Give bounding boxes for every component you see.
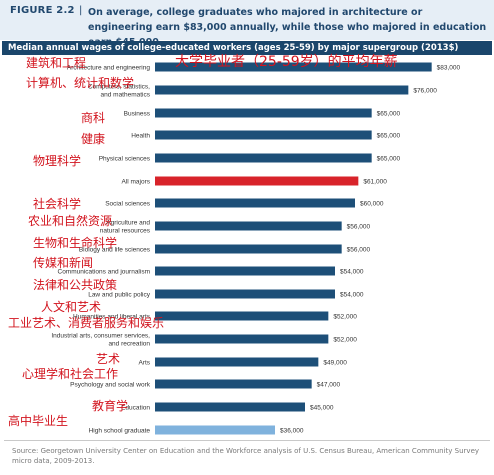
value-label-3: $65,000	[377, 133, 401, 140]
cn-label-10: 人文和艺术	[41, 300, 102, 314]
category-label-14: Psychology and social work	[70, 382, 151, 389]
value-label-4: $65,000	[377, 156, 401, 163]
category-label-0: Architecture and engineering	[67, 65, 150, 72]
bar-15	[155, 402, 305, 412]
value-label-13: $49,000	[323, 360, 347, 367]
category-label-6: Social sciences	[105, 201, 151, 208]
category-label-3: Health	[131, 133, 150, 140]
value-label-10: $54,000	[340, 292, 364, 299]
value-label-8: $56,000	[347, 247, 371, 254]
bar-9	[155, 266, 335, 276]
category-label-15: Education	[121, 405, 150, 412]
cn-label-6: 农业和自然资源	[28, 214, 113, 228]
category-label-12: Industrial arts, consumer services, and r…	[51, 333, 150, 348]
category-label-1: Computers, statistics, and mathematics	[88, 84, 151, 99]
category-label-8: Biology and life sciences	[79, 247, 151, 254]
category-label-5: All majors	[121, 179, 150, 186]
category-label-2: Business	[124, 111, 151, 118]
bar-16	[155, 425, 275, 435]
bar-6	[155, 198, 355, 208]
bar-13	[155, 357, 319, 367]
cn-label-8: 传媒和新闻	[33, 256, 94, 270]
cn-label-3: 健康	[81, 132, 106, 146]
category-label-10: Law and public policy	[88, 292, 151, 299]
figure-label: FIGURE 2.2	[10, 5, 75, 16]
category-label-13: Arts	[138, 360, 150, 367]
value-label-9: $54,000	[340, 269, 364, 276]
value-label-6: $60,000	[360, 201, 384, 208]
cn-label-5: 社会科学	[33, 197, 82, 211]
bar-7	[155, 221, 342, 231]
value-label-16: $36,000	[280, 428, 304, 435]
cn-label-14: 教育学	[92, 399, 129, 413]
category-label-7: Agriculture and natural resources	[100, 220, 151, 235]
cn-label-7: 生物和生命科学	[33, 236, 118, 250]
source-note: Source: Georgetown University Center on …	[12, 447, 480, 465]
bar-4	[155, 153, 372, 163]
bar-12	[155, 334, 329, 344]
bar-2	[155, 108, 372, 118]
cn-label-15: 高中毕业生	[8, 414, 69, 428]
bar-3	[155, 130, 372, 140]
bar-8	[155, 244, 342, 254]
value-label-2: $65,000	[377, 111, 401, 118]
cn-label-11: 工业艺术、消费者服务和娱乐	[8, 316, 165, 330]
bar-14	[155, 379, 312, 389]
cn-title-overlay: 大学毕业者（25-59岁）的平均年薪	[175, 54, 398, 70]
cn-label-13: 心理学和社会工作	[22, 367, 119, 381]
chart-subtitle: Median annual wages of college-educated …	[8, 43, 459, 53]
bar-1	[155, 85, 409, 95]
value-label-7: $56,000	[347, 224, 371, 231]
value-label-14: $47,000	[317, 382, 341, 389]
category-label-4: Physical sciences	[99, 156, 151, 163]
value-label-5: $61,000	[363, 179, 387, 186]
value-label-0: $83,000	[437, 65, 461, 72]
value-label-11: $52,000	[333, 314, 357, 321]
category-label-16: High school graduate	[89, 428, 151, 435]
cn-label-2: 商科	[81, 111, 106, 125]
bar-11	[155, 311, 329, 321]
cn-label-9: 法律和公共政策	[33, 278, 118, 292]
figure-separator: |	[79, 5, 83, 16]
cn-label-0: 建筑和工程	[26, 56, 87, 70]
bar-0	[155, 62, 432, 72]
cn-label-1: 计算机、统计和数学	[26, 76, 135, 90]
value-label-1: $76,000	[413, 88, 437, 95]
bar-5	[155, 176, 359, 186]
bar-10	[155, 289, 335, 299]
cn-label-4: 物理科学	[33, 154, 82, 168]
footer-rule	[4, 440, 490, 441]
cn-label-12: 艺术	[96, 352, 121, 366]
value-label-15: $45,000	[310, 405, 334, 412]
subtitle-bar	[2, 41, 492, 55]
value-label-12: $52,000	[333, 337, 357, 344]
header-band	[0, 0, 494, 40]
category-label-11: Humanities and liberal arts	[73, 314, 151, 321]
category-label-9: Communications and journalism	[58, 269, 151, 276]
